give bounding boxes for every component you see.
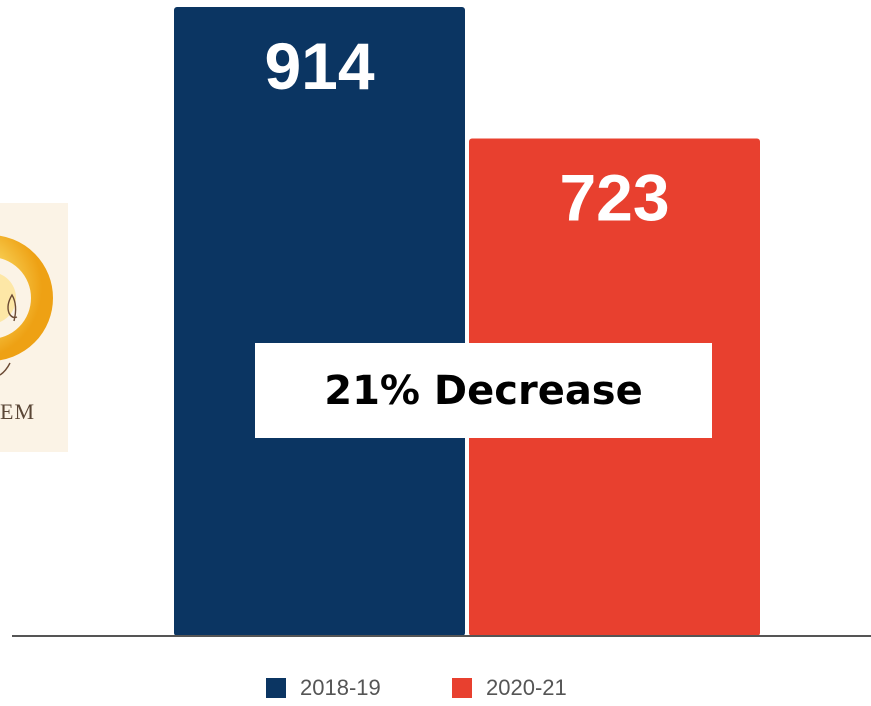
legend: 2018-19 2020-21 [0, 676, 871, 706]
organization-logo: EM [0, 203, 68, 452]
data-label-2018-19: 914 [264, 29, 374, 103]
legend-label-2020-21: 2020-21 [486, 675, 567, 700]
legend-swatch-2020-21 [452, 678, 472, 698]
bars-layer [174, 7, 760, 636]
data-label-2020-21: 723 [559, 160, 669, 234]
legend-swatch-2018-19 [266, 678, 286, 698]
decrease-callout: 21% Decrease [255, 343, 712, 438]
bar-2018-19 [174, 7, 465, 636]
sun-logo-icon [0, 235, 53, 376]
legend-label-2018-19: 2018-19 [300, 675, 381, 700]
logo-text: EM [0, 399, 35, 424]
legend-item-2018-19: 2018-19 [266, 676, 381, 700]
data-labels-layer: 914 723 [264, 29, 669, 234]
decrease-callout-text: 21% Decrease [324, 367, 643, 414]
legend-item-2020-21: 2020-21 [452, 676, 567, 700]
